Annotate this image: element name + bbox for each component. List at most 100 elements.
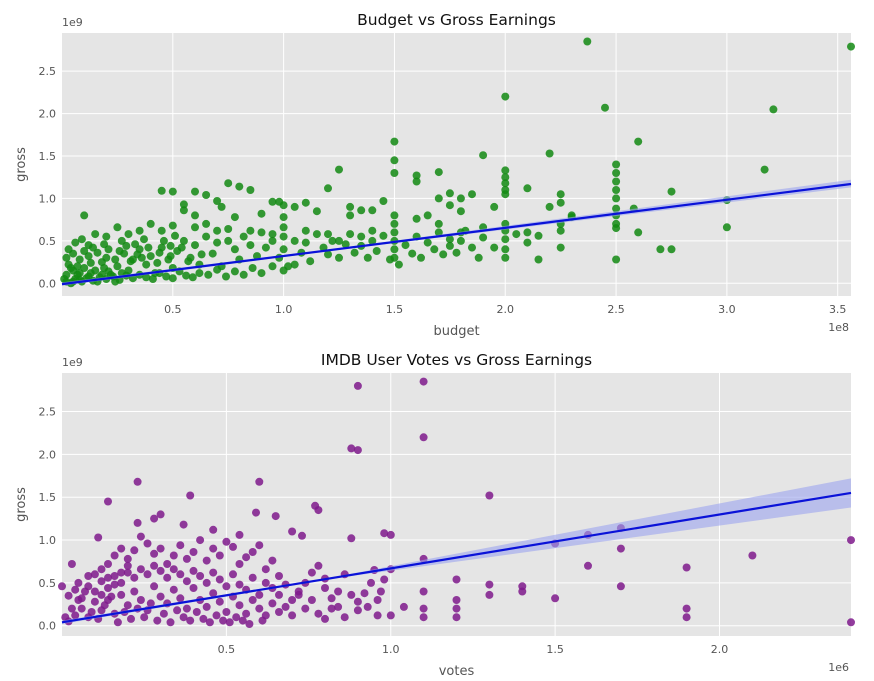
data-point bbox=[612, 194, 621, 203]
data-point bbox=[235, 560, 244, 568]
data-point bbox=[248, 264, 257, 272]
data-point bbox=[135, 226, 144, 235]
data-point bbox=[229, 570, 237, 579]
data-point bbox=[117, 590, 126, 599]
data-point bbox=[419, 587, 428, 596]
data-point bbox=[612, 169, 621, 177]
data-point bbox=[353, 597, 362, 606]
data-point bbox=[111, 255, 120, 264]
data-point bbox=[122, 241, 131, 250]
data-point bbox=[168, 187, 177, 196]
data-point bbox=[306, 257, 315, 266]
data-point bbox=[202, 556, 211, 565]
data-point bbox=[523, 184, 532, 193]
data-point bbox=[197, 250, 206, 259]
data-point bbox=[189, 566, 198, 575]
data-point bbox=[86, 269, 95, 278]
data-point bbox=[87, 608, 96, 616]
regression-line bbox=[61, 491, 852, 624]
x-tick-label: 3.5 bbox=[829, 303, 847, 316]
data-point bbox=[238, 616, 247, 625]
data-point bbox=[176, 541, 185, 550]
data-point bbox=[73, 262, 82, 271]
data-point bbox=[616, 582, 625, 591]
data-point bbox=[71, 585, 80, 594]
data-point bbox=[268, 262, 277, 271]
data-point bbox=[556, 243, 565, 252]
data-point bbox=[485, 590, 494, 599]
x-axis-label: votes bbox=[439, 664, 475, 679]
data-point bbox=[90, 570, 99, 579]
data-point bbox=[368, 236, 377, 245]
data-point bbox=[252, 508, 260, 517]
data-point bbox=[386, 530, 395, 539]
data-point bbox=[242, 553, 251, 562]
data-point bbox=[367, 578, 375, 587]
data-point bbox=[169, 551, 178, 560]
y-tick-label: 1.0 bbox=[39, 534, 57, 547]
data-point bbox=[634, 137, 643, 146]
data-point bbox=[179, 200, 188, 209]
data-point bbox=[245, 620, 254, 628]
data-point bbox=[490, 202, 499, 211]
data-point bbox=[682, 604, 691, 613]
data-point bbox=[123, 568, 132, 577]
data-point bbox=[314, 506, 323, 515]
data-point bbox=[760, 165, 769, 174]
data-point bbox=[110, 551, 119, 560]
data-point bbox=[419, 604, 428, 613]
data-point bbox=[71, 611, 80, 620]
data-point bbox=[334, 602, 343, 611]
data-point bbox=[353, 381, 362, 390]
data-point bbox=[268, 599, 277, 608]
data-point bbox=[104, 584, 112, 592]
data-point bbox=[434, 168, 443, 177]
data-point bbox=[399, 602, 408, 611]
data-point bbox=[301, 238, 310, 247]
y-offset-label: 1e9 bbox=[62, 16, 83, 29]
data-point bbox=[124, 230, 133, 239]
data-point bbox=[213, 265, 222, 274]
data-point bbox=[177, 243, 186, 252]
data-point bbox=[202, 191, 211, 199]
data-point bbox=[246, 241, 255, 250]
data-point bbox=[182, 554, 191, 563]
data-point bbox=[257, 269, 266, 278]
data-point bbox=[390, 169, 399, 177]
data-point bbox=[390, 219, 399, 228]
data-point bbox=[143, 570, 152, 579]
data-point bbox=[523, 228, 532, 237]
data-point bbox=[225, 618, 234, 627]
data-point bbox=[445, 201, 454, 210]
data-point bbox=[334, 587, 343, 596]
data-point bbox=[222, 537, 231, 546]
data-point bbox=[261, 565, 270, 574]
data-point bbox=[102, 253, 111, 262]
data-point bbox=[434, 228, 443, 237]
data-point bbox=[239, 232, 248, 241]
data-point bbox=[171, 231, 179, 240]
data-point bbox=[279, 266, 288, 275]
data-point bbox=[512, 230, 521, 239]
data-point bbox=[390, 228, 399, 237]
data-point bbox=[196, 536, 205, 545]
data-point bbox=[412, 214, 421, 223]
data-point bbox=[390, 211, 399, 220]
chart-title: Budget vs Gross Earnings bbox=[357, 11, 556, 29]
data-point bbox=[199, 614, 208, 623]
data-point bbox=[104, 573, 112, 582]
data-point bbox=[255, 590, 264, 599]
data-point bbox=[131, 240, 140, 249]
data-point bbox=[390, 137, 399, 146]
data-point bbox=[144, 243, 153, 252]
data-point bbox=[328, 236, 337, 245]
data-point bbox=[373, 611, 382, 620]
data-point bbox=[130, 587, 139, 596]
data-point bbox=[335, 253, 343, 262]
data-point bbox=[222, 272, 230, 281]
data-point bbox=[314, 561, 323, 570]
data-point bbox=[847, 618, 855, 627]
data-point bbox=[612, 186, 621, 194]
data-point bbox=[219, 616, 228, 625]
data-point bbox=[298, 531, 306, 540]
